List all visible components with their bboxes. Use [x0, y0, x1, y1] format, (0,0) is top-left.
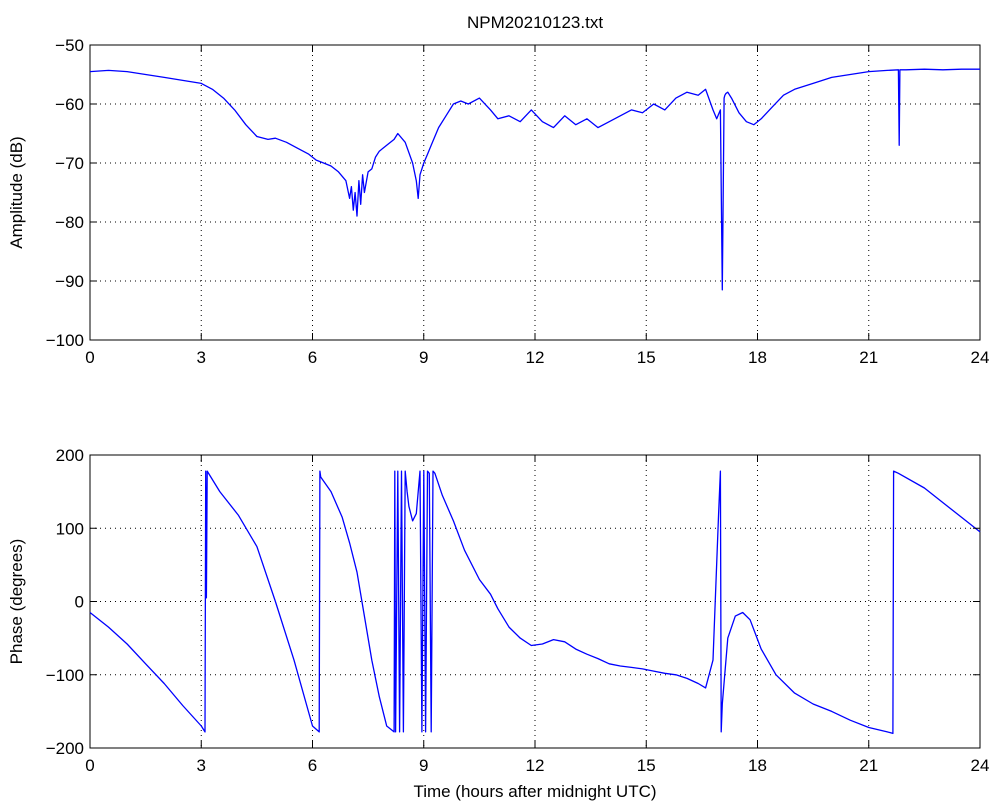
phase-series-line: [89, 470, 981, 735]
amplitude-x-tick-label: 0: [85, 348, 94, 367]
amplitude-x-tick-label: 12: [526, 348, 545, 367]
phase-x-tick-label: 3: [197, 756, 206, 775]
amplitude-y-tick-label: −50: [55, 36, 84, 55]
amplitude-x-tick-label: 24: [971, 348, 990, 367]
phase-y-tick-label: 100: [56, 519, 84, 538]
phase-y-axis-label: Phase (degrees): [7, 539, 26, 665]
phase-x-axis-label: Time (hours after midnight UTC): [413, 782, 656, 801]
amplitude-plot: 0 3 6 9 12 15 18 21 24 −100 −90 −80 −70 −60 −50 NPM202…: [7, 13, 989, 367]
phase-x-tick-label: 0: [85, 756, 94, 775]
amplitude-y-axis-label: Amplitude (dB): [7, 136, 26, 248]
amplitude-x-tick-label: 18: [748, 348, 767, 367]
amplitude-x-tick-label: 3: [197, 348, 206, 367]
amplitude-ticks: 0 3 6 9 12 15 18 21 24 −100 −90 −80 −70 −60 −50: [46, 36, 990, 367]
phase-x-tick-label: 9: [419, 756, 428, 775]
phase-x-tick-label: 12: [526, 756, 545, 775]
phase-y-tick-label: −200: [46, 739, 84, 758]
phase-plot: 0 3 6 9 12 15 18 21 24 −200 −100 0 100 200 Phase (deg…: [7, 446, 989, 801]
amplitude-gridlines: [90, 45, 980, 340]
phase-y-tick-label: 0: [75, 593, 84, 612]
phase-x-tick-label: 6: [308, 756, 317, 775]
phase-y-tick-label: −100: [46, 666, 84, 685]
amplitude-x-tick-label: 9: [419, 348, 428, 367]
amplitude-y-tick-label: −60: [55, 95, 84, 114]
amplitude-y-tick-label: −70: [55, 154, 84, 173]
amplitude-x-tick-label: 21: [859, 348, 878, 367]
phase-x-tick-label: 21: [859, 756, 878, 775]
phase-x-tick-label: 18: [748, 756, 767, 775]
amplitude-series-line: [89, 68, 980, 291]
amplitude-plot-title: NPM20210123.txt: [467, 13, 603, 32]
phase-x-tick-label: 24: [971, 756, 990, 775]
phase-y-tick-label: 200: [56, 446, 84, 465]
phase-gridlines: [90, 455, 980, 748]
phase-ticks: 0 3 6 9 12 15 18 21 24 −200 −100 0 100 200: [46, 446, 990, 775]
amplitude-y-tick-label: −80: [55, 213, 84, 232]
amplitude-x-tick-label: 15: [637, 348, 656, 367]
phase-x-tick-label: 15: [637, 756, 656, 775]
amplitude-x-tick-label: 6: [308, 348, 317, 367]
amplitude-y-tick-label: −90: [55, 272, 84, 291]
amplitude-y-tick-label: −100: [46, 331, 84, 350]
